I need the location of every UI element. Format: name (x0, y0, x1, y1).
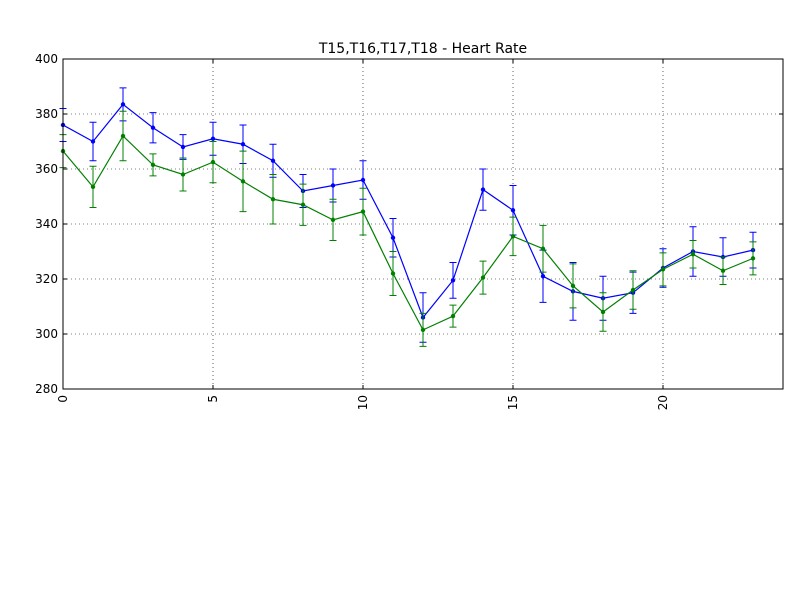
series-line (62, 135, 754, 331)
x-tick-label: 10 (356, 395, 370, 410)
data-point (270, 197, 276, 202)
data-point (150, 162, 156, 168)
data-point (480, 275, 486, 280)
data-point (660, 267, 666, 272)
data-point (510, 234, 516, 239)
data-point (360, 209, 366, 214)
y-tick-label: 300 (35, 327, 58, 341)
y-tick-label: 280 (35, 382, 58, 396)
data-point (120, 102, 126, 107)
data-point (720, 268, 726, 273)
data-point (330, 217, 336, 223)
data-point (450, 313, 456, 319)
axes: 280 300 320 340 360 380 400 0 5 10 15 20 (35, 52, 783, 410)
y-tick-label: 320 (35, 272, 58, 286)
data-point (270, 158, 276, 163)
data-point (330, 183, 336, 188)
data-point (240, 142, 246, 147)
x-tick-label: 15 (506, 395, 520, 410)
y-tick-label: 380 (35, 107, 58, 121)
data-point (120, 133, 126, 139)
data-point (600, 309, 606, 315)
chart-title: T15,T16,T17,T18 - Heart Rate (318, 41, 527, 57)
data-point (450, 278, 456, 283)
data-point (300, 202, 306, 207)
data-point (360, 177, 366, 183)
data-point (540, 274, 546, 279)
data-point (510, 208, 516, 213)
data-point (240, 179, 246, 184)
data-point (210, 159, 216, 165)
data-point (750, 256, 756, 261)
data-point (570, 283, 576, 289)
data-point (150, 125, 156, 130)
y-tick-label: 360 (35, 162, 58, 176)
data-point (180, 172, 186, 177)
x-tick-label: 0 (56, 395, 70, 403)
data-point (480, 187, 486, 192)
data-point (390, 271, 396, 276)
x-tick-label: 5 (206, 395, 220, 403)
y-tick-label: 400 (35, 52, 58, 66)
x-tick-label: 20 (656, 395, 670, 410)
data-point (90, 184, 96, 190)
data-point (390, 235, 396, 240)
data-point (630, 287, 636, 293)
data-point (690, 252, 696, 257)
data-point (180, 144, 186, 150)
data-point (420, 327, 426, 333)
data-point (540, 246, 546, 251)
series-line (62, 103, 754, 319)
y-tick-label: 340 (35, 217, 58, 231)
data-point (90, 139, 96, 144)
data-point (210, 136, 216, 141)
